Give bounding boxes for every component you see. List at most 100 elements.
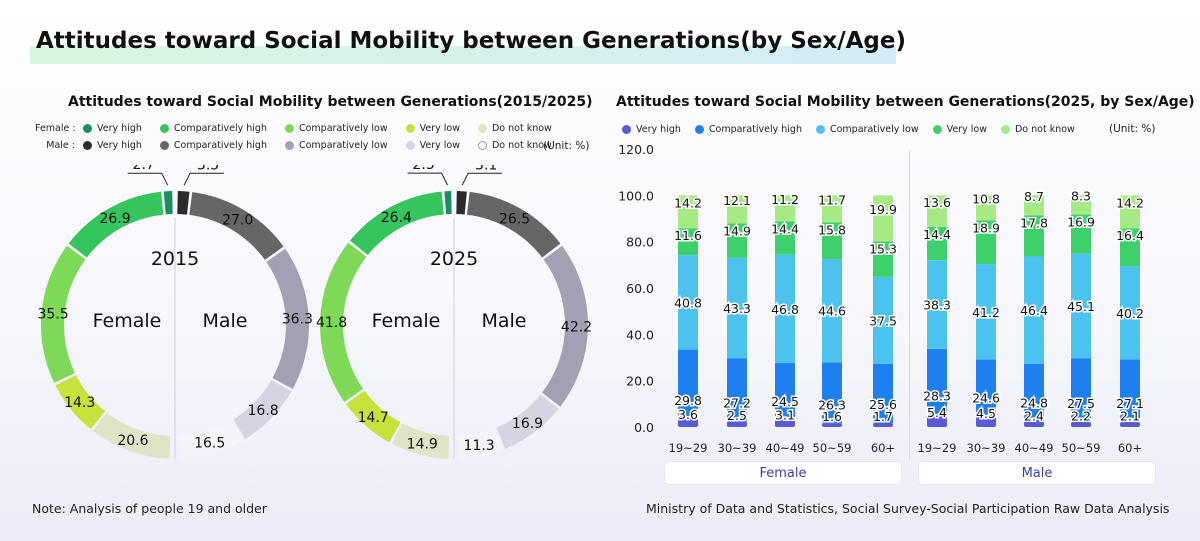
bar-segment: [822, 195, 842, 223]
bar-segment: [775, 254, 795, 364]
slice-label: 26.9: [99, 211, 130, 227]
slice-label: 2.3: [412, 165, 434, 173]
category-male: Male: [919, 462, 1155, 484]
donut-slice: [233, 380, 292, 440]
bar-segment: [727, 421, 747, 427]
bar-segment: [927, 348, 947, 415]
slice-label: 26.5: [499, 212, 530, 228]
bar-stack: 1.725.6 37.5 15.3 19.9: [868, 195, 898, 427]
bar-segment: [927, 226, 947, 261]
legend-female-item: Do not know: [477, 123, 552, 134]
bar-stack: 2.424.8 46.4 17.8 8.7: [1019, 187, 1049, 427]
x-tick-label: 19~29: [669, 441, 708, 455]
bar-segment: [727, 257, 747, 359]
bar-value-label: 11.7: [818, 193, 846, 208]
donut-year: 2015: [151, 248, 199, 270]
slice-label: 36.3: [282, 311, 313, 327]
donut-slice: [444, 191, 452, 215]
bar-segment: [678, 228, 698, 256]
donut-2015: 3.5 27.0 36.3 16.8 16.5 2.7 26.9 35.5 14.3 20.6 20…: [37, 165, 313, 459]
donut-slice: [41, 245, 86, 383]
donut-slice: [320, 242, 367, 403]
source-note: Ministry of Data and Statistics, Social …: [646, 501, 1170, 516]
bar-segment: [1120, 266, 1140, 360]
slice-label: 3.5: [197, 165, 219, 173]
bar-value-label: 3.1: [775, 407, 795, 422]
y-tick-label: 20.0: [626, 374, 654, 389]
bar-segment: [976, 359, 996, 417]
bar-segment: [727, 195, 747, 224]
legend-female-item: Comparatively low: [284, 123, 388, 134]
slice-label: 16.8: [248, 403, 279, 419]
bar-segment: [927, 195, 947, 227]
bar-value-label: 24.5: [771, 394, 799, 409]
slice-label: 16.5: [194, 435, 225, 451]
legend-label: Comparatively low: [829, 124, 919, 135]
legend-right-item: Comparatively high: [694, 124, 802, 135]
bar-value-label: 2.5: [727, 408, 747, 423]
bar-value-label: 12.1: [723, 193, 751, 208]
group-divider: [909, 150, 910, 460]
slice-label: 41.8: [316, 315, 347, 331]
donut-slice: [458, 428, 503, 459]
bar-value-label: 29.8: [674, 393, 702, 408]
bar-value-label: 13.6: [923, 195, 951, 210]
bar-value-label: 2.4: [1024, 408, 1044, 423]
bar-value-label: 4.5: [976, 406, 996, 421]
donut-slice: [345, 390, 401, 443]
bar-segment: [678, 349, 698, 419]
bar-segment: [822, 259, 842, 363]
bar-value-label: 41.2: [972, 305, 1000, 320]
legend-male: Male : Very high Comparatively high Compar…: [35, 140, 552, 151]
bar-stack: 3.629.8 40.8 11.6 14.2: [673, 194, 703, 427]
bar-segment: [727, 358, 747, 422]
donut-slice: [177, 191, 190, 215]
bar-value-label: 24.6: [972, 391, 1000, 406]
bar-segment: [1024, 363, 1044, 422]
slice-label: 2.7: [133, 165, 155, 173]
leader-line: [407, 172, 448, 186]
bar-segment: [976, 264, 996, 360]
legend-label: Comparatively low: [298, 140, 388, 151]
donut-slice: [68, 191, 164, 258]
bar-value-label: 26.3: [818, 397, 846, 412]
legend-swatch: [159, 141, 169, 150]
title-highlight: [30, 46, 896, 64]
donut-slice: [496, 394, 559, 449]
bar-segment: [873, 195, 893, 242]
slice-label: 27.0: [222, 213, 253, 229]
leader-line: [183, 172, 225, 186]
x-tick-label: 60+: [871, 441, 895, 455]
bar-segment: [1024, 195, 1044, 216]
x-tick-label: 40~49: [766, 441, 805, 455]
bar-segment: [775, 195, 795, 222]
bar-value-label: 40.2: [1116, 306, 1144, 321]
legend-male-label: Male :: [46, 140, 75, 151]
x-tick-label: 40~49: [1015, 441, 1054, 455]
bar-segment: [873, 241, 893, 277]
bar-segment: [873, 276, 893, 364]
legend-swatch: [622, 125, 631, 134]
bar-segment: [976, 220, 996, 265]
bar-segment: [775, 419, 795, 427]
bar-segment: [1120, 359, 1140, 423]
slice-label: 11.3: [464, 438, 495, 454]
y-tick-label: 60.0: [626, 281, 654, 296]
legend-male-item: Comparatively high: [159, 140, 267, 151]
legend-label: Very high: [97, 123, 142, 134]
male-center-label: Male: [481, 310, 526, 332]
x-tick-label: 30~39: [718, 441, 757, 455]
legend-right: Very high Comparatively high Comparatively…: [622, 124, 1075, 135]
legend-swatch: [477, 124, 487, 133]
legend-female-item: Very low: [405, 123, 460, 134]
legend-swatch: [405, 141, 415, 150]
bar-value-label: 1.6: [822, 409, 842, 424]
bar-segment: [1071, 195, 1091, 215]
bar-value-label: 14.4: [771, 221, 799, 236]
bar-segment: [927, 260, 947, 349]
bar-segment: [822, 362, 842, 424]
stacked-bar-chart: 0.0 20.0 40.0 60.0 80.0 100.0 120.0 3.629.8 40.8…: [618, 142, 1145, 455]
bar-value-label: 44.6: [818, 304, 846, 319]
bar-value-label: 10.8: [972, 192, 1000, 207]
y-tick-label: 40.0: [626, 327, 654, 342]
